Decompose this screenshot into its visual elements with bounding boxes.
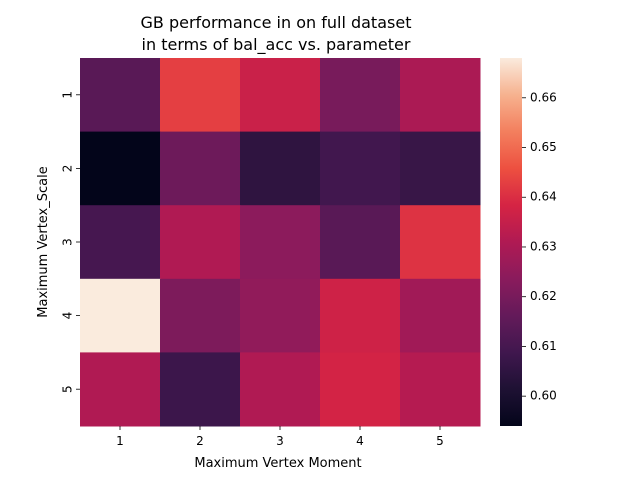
colorbar-tick-label: 0.64	[530, 190, 557, 204]
heatmap-cell-r4-c1	[80, 278, 161, 353]
chart-title-line-2: in terms of bal_acc vs. parameter	[142, 35, 411, 55]
heatmap-cell-r3-c3	[240, 205, 321, 280]
heatmap-cells	[80, 58, 481, 427]
heatmap-cell-r1-c3	[240, 58, 321, 133]
heatmap-cell-r4-c3	[240, 278, 321, 353]
x-axis-ticks: 1 2 3 4 5	[116, 426, 444, 448]
heatmap-cell-r2-c3	[240, 131, 321, 206]
x-tick-label: 3	[276, 434, 284, 448]
heatmap-cell-r3-c4	[320, 205, 401, 280]
heatmap-cell-r5-c1	[80, 352, 161, 427]
colorbar-tick-label: 0.63	[530, 239, 557, 253]
heatmap-cell-r4-c5	[400, 278, 481, 353]
y-axis-label: Maximum Vertex_Scale	[36, 166, 51, 317]
colorbar-tick-label: 0.62	[530, 289, 557, 303]
heatmap-cell-r4-c4	[320, 278, 401, 353]
heatmap-cell-r1-c5	[400, 58, 481, 133]
heatmap-cell-r4-c2	[160, 278, 241, 353]
x-tick-label: 5	[436, 434, 444, 448]
heatmap-cell-r1-c2	[160, 58, 241, 133]
y-tick-label: 2	[61, 165, 75, 173]
heatmap-cell-r3-c5	[400, 205, 481, 280]
x-axis-label: Maximum Vertex Moment	[194, 456, 361, 471]
x-tick-label: 2	[196, 434, 204, 448]
heatmap-cell-r5-c2	[160, 352, 241, 427]
heatmap-cell-r5-c3	[240, 352, 321, 427]
heatmap-cell-r2-c4	[320, 131, 401, 206]
colorbar-tick-label: 0.61	[530, 339, 557, 353]
heatmap-cell-r2-c1	[80, 131, 161, 206]
y-tick-label: 3	[61, 238, 75, 246]
colorbar-ticks: 0.60 0.61 0.62 0.63 0.64 0.65 0.66	[522, 90, 557, 403]
colorbar-tick-label: 0.66	[530, 90, 557, 104]
heatmap-cell-r5-c5	[400, 352, 481, 427]
heatmap-cell-r3-c1	[80, 205, 161, 280]
chart-title-line-1: GB performance in on full dataset	[141, 13, 412, 32]
y-tick-label: 4	[61, 312, 75, 320]
heatmap-cell-r3-c2	[160, 205, 241, 280]
x-tick-label: 4	[356, 434, 364, 448]
colorbar	[500, 58, 522, 426]
heatmap-cell-r1-c4	[320, 58, 401, 133]
y-axis-ticks: 1 2 3 4 5	[61, 91, 80, 393]
heatmap-cell-r2-c5	[400, 131, 481, 206]
y-tick-label: 5	[61, 385, 75, 393]
heatmap-cell-r1-c1	[80, 58, 161, 133]
heatmap-cell-r2-c2	[160, 131, 241, 206]
heatmap-cell-r5-c4	[320, 352, 401, 427]
colorbar-tick-label: 0.65	[530, 140, 557, 154]
y-tick-label: 1	[61, 91, 75, 99]
colorbar-tick-label: 0.60	[530, 389, 557, 403]
x-tick-label: 1	[116, 434, 124, 448]
